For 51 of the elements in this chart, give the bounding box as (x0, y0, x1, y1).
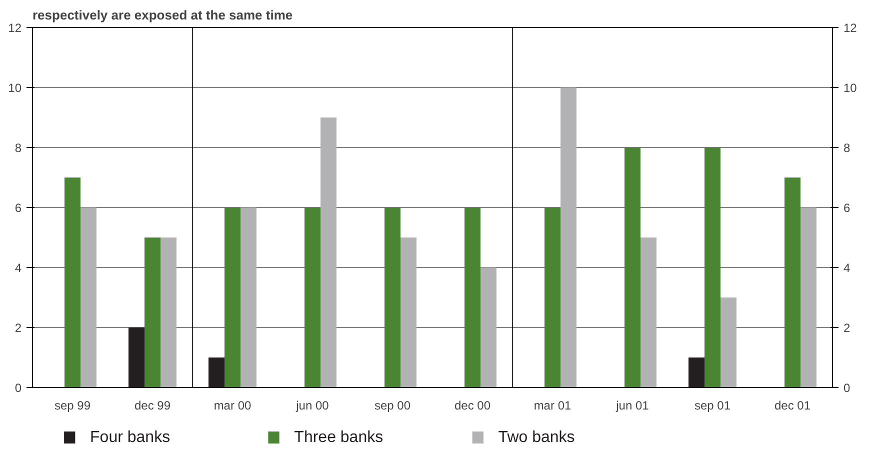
bar (784, 178, 800, 388)
y2-tick-label: 12 (844, 21, 858, 35)
bar (464, 208, 480, 388)
y2-tick-label: 8 (844, 141, 850, 155)
bar (224, 208, 240, 388)
legend-label: Four banks (90, 429, 170, 446)
y2-tick-label: 10 (844, 81, 858, 95)
bar (64, 178, 80, 388)
bar (384, 208, 400, 388)
y2-tick-label: 2 (844, 321, 850, 335)
bar (144, 238, 160, 388)
x-tick-label: sep 01 (694, 398, 731, 412)
legend-label: Two banks (498, 429, 575, 446)
x-tick-label: mar 01 (534, 398, 572, 412)
x-tick-label: dec 00 (454, 398, 491, 412)
x-tick-label: jun 01 (615, 398, 650, 412)
x-tick-label: dec 01 (774, 398, 811, 412)
y-tick-label: 0 (14, 381, 22, 395)
x-tick-label: dec 99 (134, 398, 171, 412)
bar (704, 148, 720, 388)
x-tick-label: mar 00 (214, 398, 252, 412)
bar (320, 118, 336, 388)
x-tick-label: sep 00 (374, 398, 411, 412)
bar (544, 208, 560, 388)
bar (480, 268, 496, 388)
bar (80, 208, 96, 388)
y2-tick-label: 0 (844, 381, 850, 395)
y-tick-label: 10 (8, 81, 22, 95)
y-tick-label: 4 (14, 261, 22, 275)
bar (304, 208, 320, 388)
x-tick-label: jun 00 (295, 398, 330, 412)
bar (624, 148, 640, 388)
bar (720, 298, 736, 388)
bar (800, 208, 816, 388)
bar (640, 238, 656, 388)
bar (688, 358, 704, 388)
y-tick-label: 8 (14, 141, 22, 155)
y-tick-label: 2 (14, 321, 22, 335)
bar (128, 328, 144, 388)
bar (208, 358, 224, 388)
bar (560, 88, 576, 388)
bar (400, 238, 416, 388)
y-tick-label: 6 (14, 201, 22, 215)
bar (240, 208, 256, 388)
bar (160, 238, 176, 388)
y-tick-label: 12 (8, 21, 22, 35)
x-tick-label: sep 99 (54, 398, 91, 412)
legend-label: Three banks (294, 429, 384, 446)
y2-tick-label: 6 (844, 201, 850, 215)
chart-title: respectively are exposed at the same time (32, 8, 293, 22)
y2-tick-label: 4 (844, 261, 850, 275)
